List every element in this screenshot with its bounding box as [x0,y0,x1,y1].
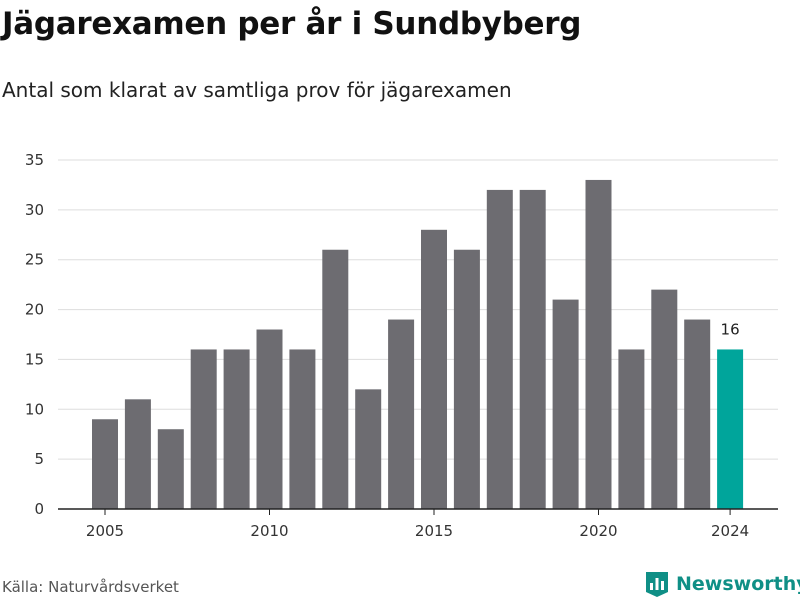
bar [684,319,711,509]
x-axis: 2005 2010 2015 2020 2024 [58,508,778,540]
bar [486,189,513,509]
source-note: Källa: Naturvårdsverket [2,578,179,596]
y-tick-label: 15 [25,350,44,368]
y-tick-label: 35 [25,151,44,169]
data-labels: 16 [721,320,740,338]
bar [92,419,118,509]
y-tick-label: 20 [25,301,44,319]
y-tick-label: 0 [34,500,44,518]
brand-logo[interactable]: Newsworthy [644,568,800,600]
x-tick-label: 2020 [579,522,617,540]
y-tick-label: 5 [34,450,44,468]
bars [92,179,744,510]
y-tick-label: 25 [25,251,44,269]
bar [355,389,382,509]
chart-subtitle: Antal som klarat av samtliga prov för jä… [2,78,512,102]
bar [585,179,612,509]
bar [453,249,480,509]
bar [651,289,678,509]
bar [124,399,151,509]
brand-name: Newsworthy [676,573,800,595]
bar [157,429,184,509]
bar [618,349,645,509]
bar [289,349,316,509]
data-label: 16 [721,320,740,338]
bar [717,349,744,509]
y-tick-label: 30 [25,201,44,219]
bar [322,249,349,509]
bar [223,349,250,509]
x-tick-label: 2024 [711,522,749,540]
bar [256,329,283,509]
bar [552,299,579,509]
x-tick-label: 2015 [415,522,453,540]
bar [388,319,415,509]
y-axis: 0 5 10 15 20 25 30 35 [25,151,44,518]
bar-chart-logo-icon [646,572,668,597]
x-tick-label: 2005 [86,522,124,540]
chart-title: Jägarexamen per år i Sundbyberg [2,6,582,42]
bar-chart: 0 5 10 15 20 25 30 35 2005 2010 2015 2020 2024 16 [25,151,778,540]
bar [421,229,447,510]
bar [190,349,217,509]
bar [519,189,546,509]
x-tick-label: 2010 [250,522,288,540]
y-tick-label: 10 [25,400,44,418]
